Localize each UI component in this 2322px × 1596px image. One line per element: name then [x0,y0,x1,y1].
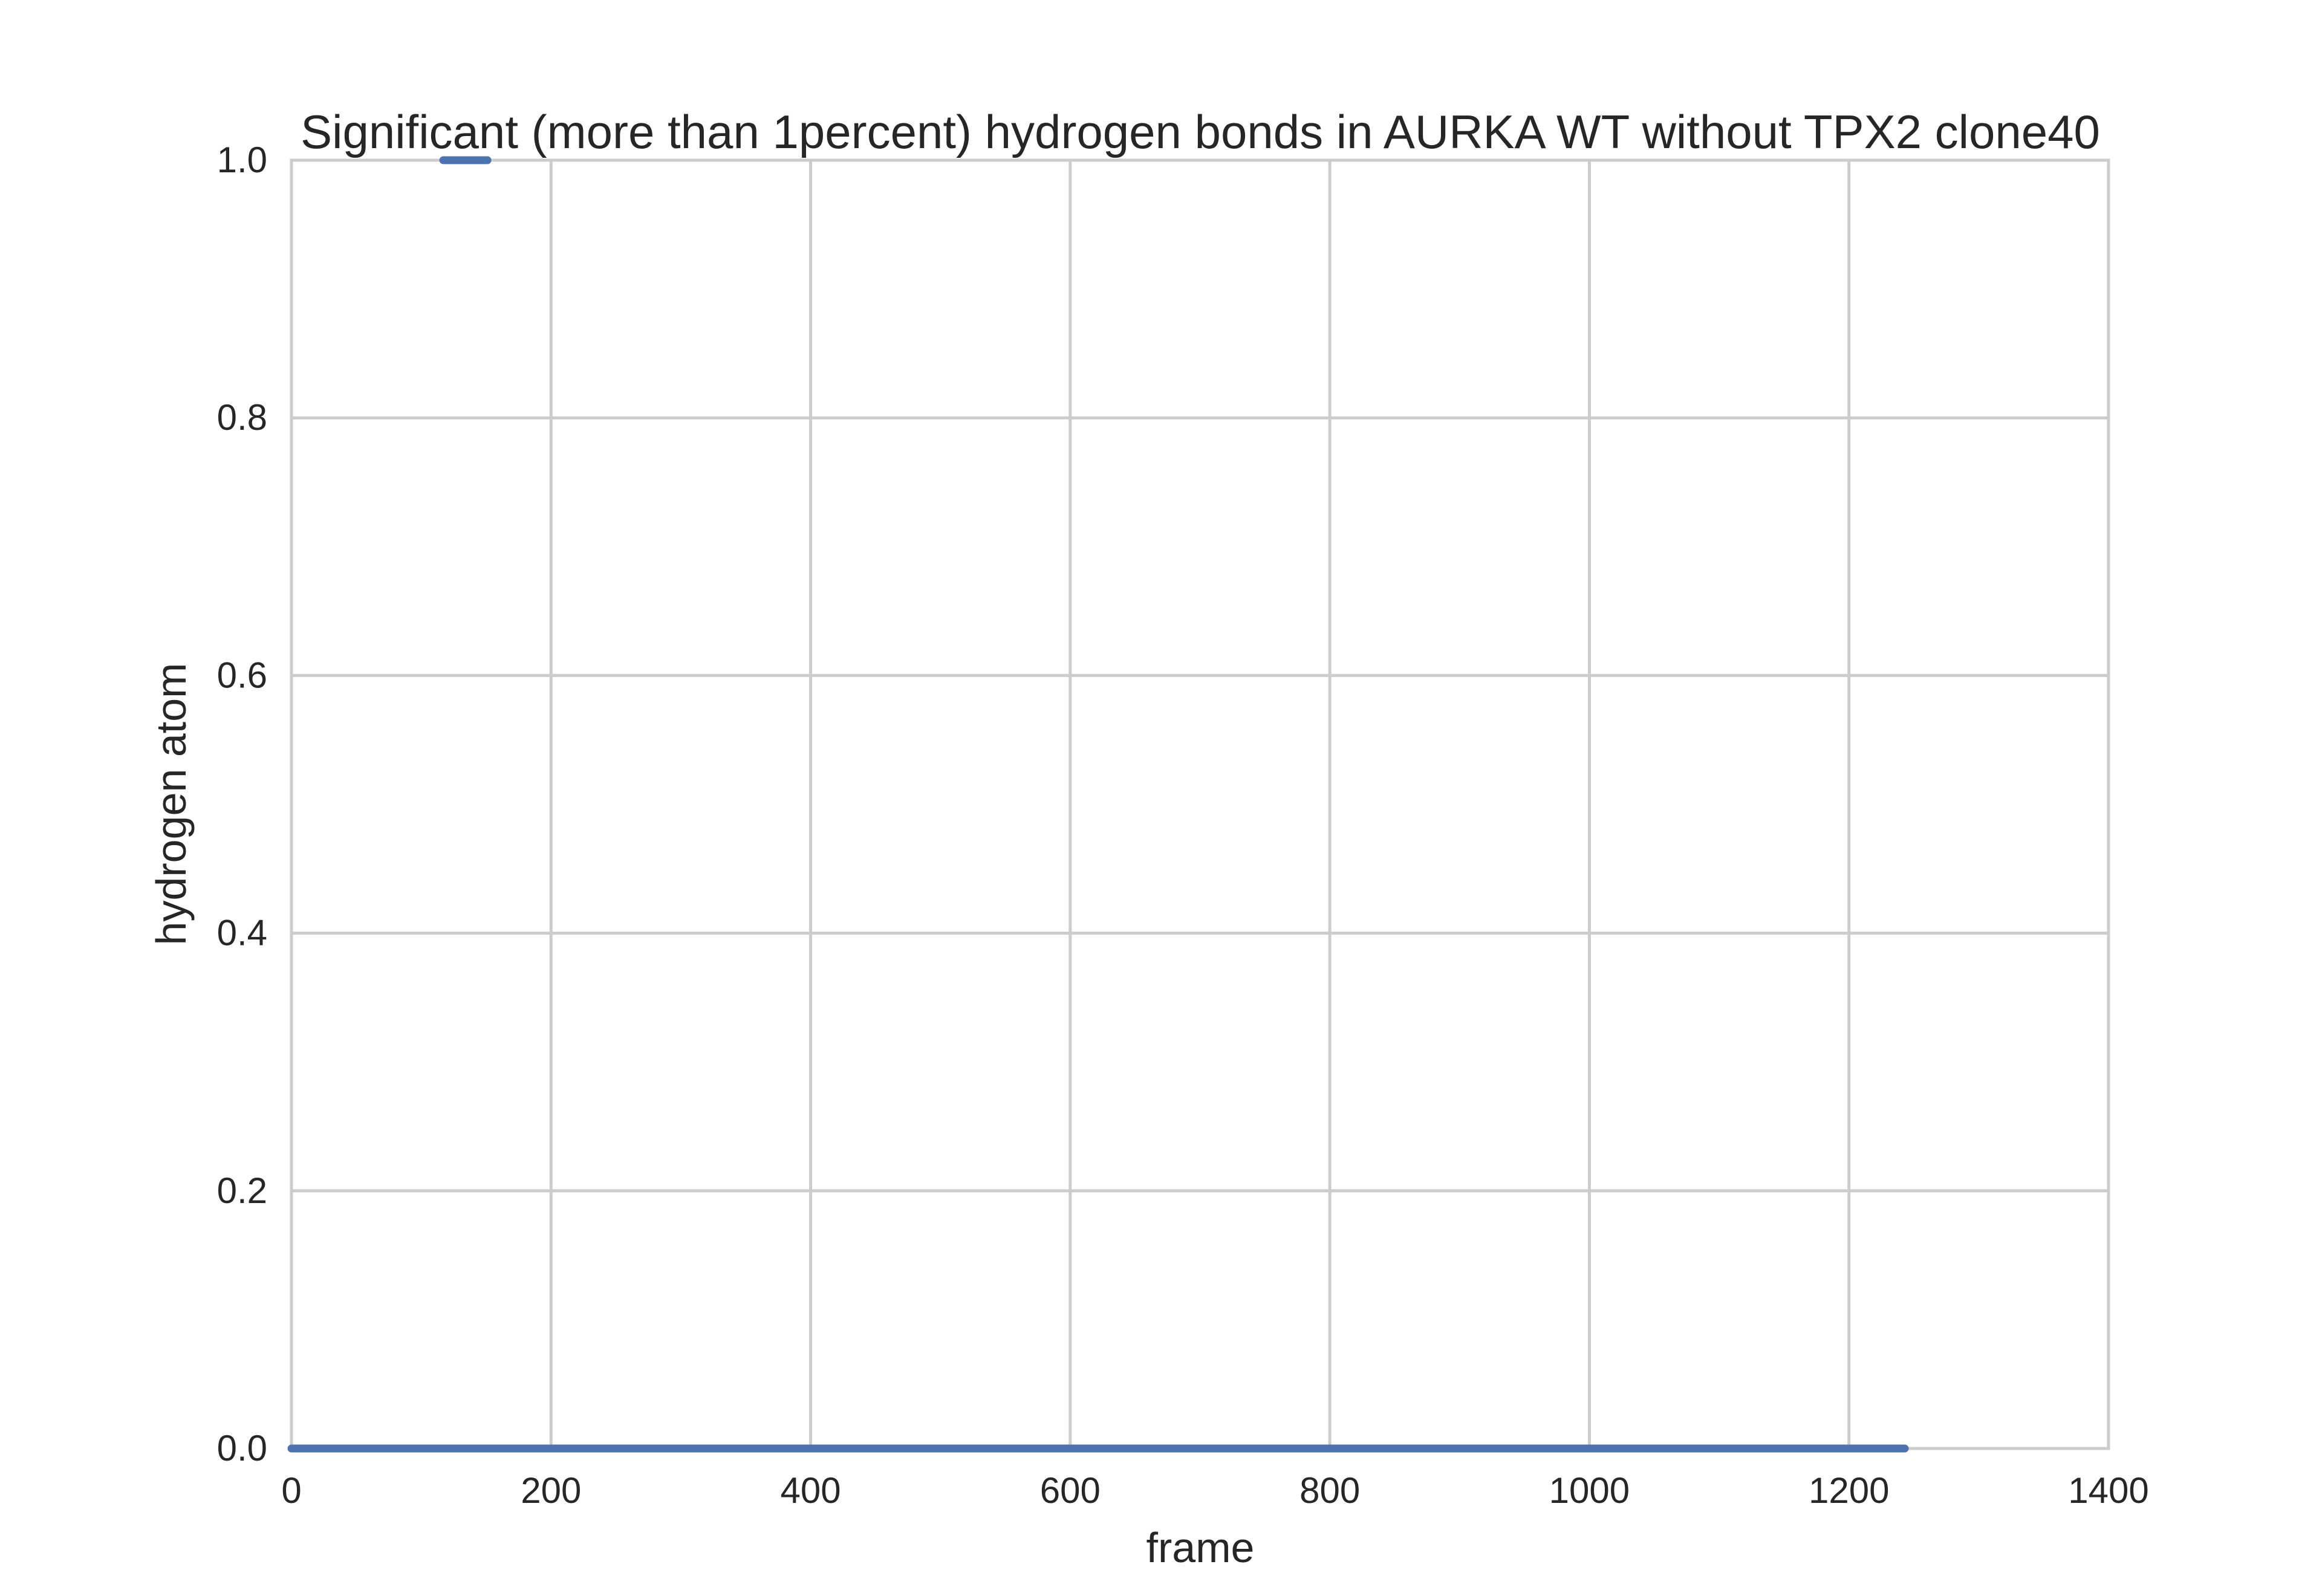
y-tick-label: 0.8 [217,397,267,438]
x-tick-label: 400 [781,1470,841,1511]
x-axis-title: frame [1146,1524,1255,1571]
y-tick-label: 0.0 [217,1428,267,1468]
x-tick-label: 800 [1299,1470,1360,1511]
x-tick-label: 1200 [1809,1470,1889,1511]
x-tick-label: 1400 [2068,1470,2148,1511]
y-tick-label: 0.6 [217,655,267,695]
x-tick-label: 0 [281,1470,301,1511]
y-axis-title: hydrogen atom [148,663,195,946]
series-layer [287,156,1909,1453]
x-tick-label: 1000 [1549,1470,1630,1511]
x-tick-labels: 0 200 400 600 800 1000 1200 1400 [281,1470,2148,1511]
y-tick-labels: 0.0 0.2 0.4 0.6 0.8 1.0 [217,140,267,1468]
y-tick-label: 0.2 [217,1170,267,1211]
y-tick-label: 1.0 [217,140,267,180]
chart-title: Significant (more than 1percent) hydroge… [301,105,2100,158]
x-tick-label: 200 [521,1470,581,1511]
x-tick-label: 600 [1040,1470,1101,1511]
y-tick-label: 0.4 [217,913,267,953]
